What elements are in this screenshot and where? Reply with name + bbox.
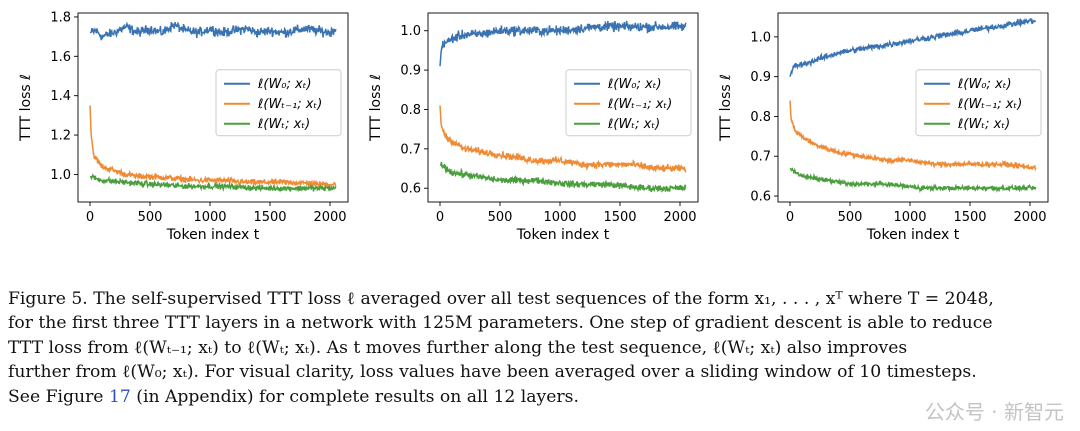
caption-line-5-start: See Figure (8, 386, 109, 407)
y-axis-label: TTT loss ℓ (368, 74, 384, 142)
y-axis-label: TTT loss ℓ (18, 74, 34, 142)
series-line-1 (439, 20, 687, 67)
charts-figure: 0 500 1000 1500 2000 1.0 1.2 1.4 1.6 1.8 Token ind… (18, 10, 1049, 243)
x-tick-label: 1000 (543, 210, 576, 225)
y-tick-label: 0.7 (400, 142, 421, 157)
series-line-3 (89, 173, 337, 193)
x-tick-label: 1500 (953, 210, 986, 225)
caption-line-3: TTT loss from ℓ(Wₜ₋₁; xₜ) to ℓ(Wₜ; xₜ). … (8, 337, 908, 358)
plot-frame (427, 12, 699, 203)
x-tick-label: 1000 (193, 210, 226, 225)
legend-label-3: ℓ(Wₜ; xₜ) (957, 117, 1010, 132)
y-tick-label: 0.9 (400, 64, 421, 79)
y-tick-label: 1.0 (50, 168, 71, 183)
x-tick-label: 500 (838, 210, 863, 225)
watermark: 公众号 · 新智元 (924, 400, 1064, 424)
caption-line-2: for the first three TTT layers in a netw… (8, 313, 993, 334)
y-tick-label: 1.0 (400, 24, 421, 39)
y-axis-label: TTT loss ℓ (718, 74, 734, 142)
legend-label-3: ℓ(Wₜ; xₜ) (607, 117, 660, 132)
chart-panel-1: 0 500 1000 1500 2000 1.0 1.2 1.4 1.6 1.8 Token ind… (18, 10, 349, 243)
caption-line-1: Figure 5. The self-supervised TTT loss ℓ… (8, 289, 994, 309)
x-tick-label: 1500 (253, 210, 286, 225)
x-tick-label: 2000 (313, 210, 346, 225)
chart-panel-2: 0 500 1000 1500 2000 0.6 0.7 0.8 0.9 1.0 Token ind… (368, 12, 699, 243)
legend-label-1: ℓ(W₀; xₜ) (257, 77, 312, 92)
legend-label-2: ℓ(Wₜ₋₁; xₜ) (957, 97, 1022, 112)
legend-box (215, 69, 342, 137)
series-line-2 (439, 105, 687, 173)
y-tick-label: 0.9 (750, 70, 771, 85)
legend-label-3: ℓ(Wₜ; xₜ) (257, 117, 310, 132)
x-tick-label: 0 (786, 210, 794, 225)
x-tick-label: 2000 (1013, 210, 1046, 225)
y-tick-label: 0.6 (400, 182, 421, 197)
series-line-2 (89, 105, 337, 190)
y-tick-label: 0.7 (750, 150, 771, 165)
plot-frame (77, 12, 349, 203)
y-tick-label: 1.0 (750, 30, 771, 45)
y-tick-label: 0.8 (400, 103, 421, 118)
x-axis-label: Token index t (516, 227, 610, 243)
legend-box (915, 69, 1042, 137)
series-line-1 (89, 21, 337, 41)
figure-caption: Figure 5. The self-supervised TTT loss ℓ… (8, 287, 1074, 409)
x-axis-label: Token index t (166, 227, 260, 243)
x-tick-label: 0 (86, 210, 94, 225)
x-tick-label: 0 (436, 210, 444, 225)
y-tick-label: 1.4 (50, 89, 71, 104)
caption-line-4: further from ℓ(W₀; xₜ). For visual clari… (8, 362, 977, 383)
caption-line-5-end: (in Appendix) for complete results on al… (130, 386, 579, 407)
y-tick-label: 1.6 (50, 50, 71, 65)
legend-label-2: ℓ(Wₜ₋₁; xₜ) (257, 97, 322, 112)
series-line-3 (789, 167, 1037, 194)
legend-label-1: ℓ(W₀; xₜ) (607, 77, 662, 92)
x-tick-label: 1000 (893, 210, 926, 225)
x-tick-label: 500 (138, 210, 163, 225)
x-tick-label: 1500 (603, 210, 636, 225)
y-tick-label: 1.8 (50, 10, 71, 25)
y-tick-label: 0.8 (750, 110, 771, 125)
legend-label-1: ℓ(W₀; xₜ) (957, 77, 1012, 92)
caption-line-5: See Figure 17 (in Appendix) for complete… (8, 385, 1074, 409)
y-tick-label: 0.6 (750, 190, 771, 205)
plot-frame (777, 12, 1049, 203)
legend-label-2: ℓ(Wₜ₋₁; xₜ) (607, 97, 672, 112)
legend-box (565, 69, 692, 137)
x-axis-label: Token index t (866, 227, 960, 243)
figure-17-link[interactable]: 17 (108, 386, 131, 407)
series-line-3 (439, 161, 687, 193)
x-tick-label: 500 (488, 210, 513, 225)
x-tick-label: 2000 (663, 210, 696, 225)
chart-panel-3: 0 500 1000 1500 2000 0.6 0.7 0.8 0.9 1.0 Token ind… (718, 12, 1049, 243)
series-line-1 (789, 17, 1037, 77)
series-line-2 (789, 100, 1037, 172)
y-tick-label: 1.2 (50, 129, 71, 144)
